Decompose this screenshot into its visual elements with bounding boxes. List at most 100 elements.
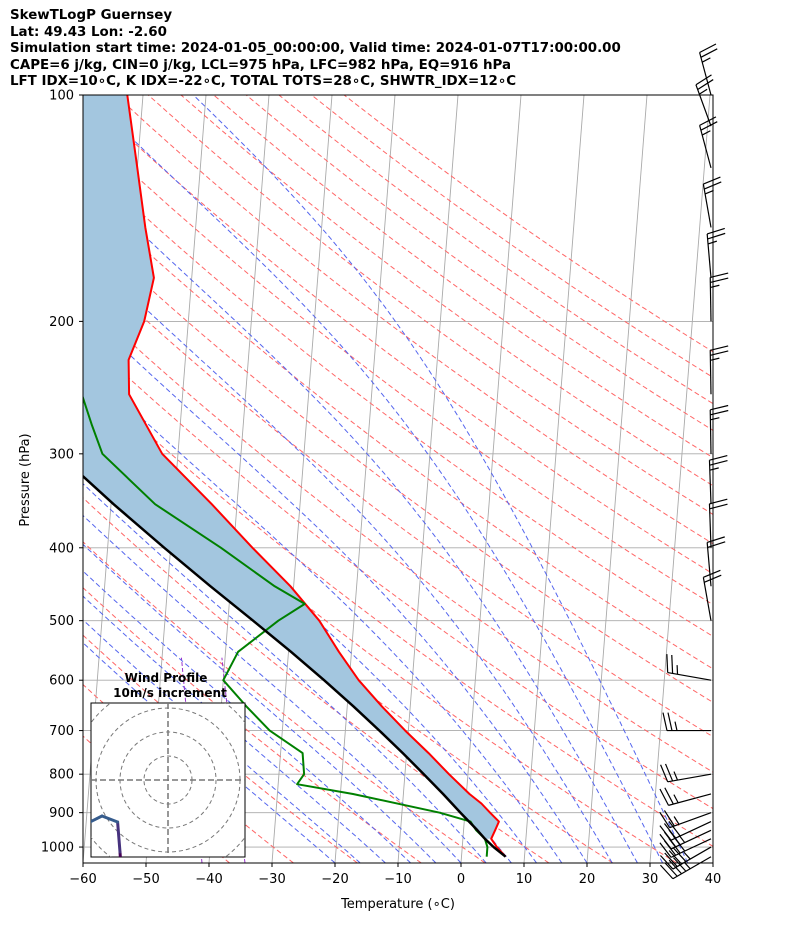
hodograph-trace — [108, 894, 144, 918]
moist-adiabat-line — [83, 447, 512, 863]
dry-adiabat-line — [278, 95, 713, 405]
wind-barb — [699, 43, 718, 96]
hodograph-trace — [100, 814, 120, 824]
wind-barb-staff — [667, 773, 712, 783]
y-tick-label: 100 — [49, 89, 74, 104]
wind-barb-flag — [700, 48, 718, 58]
isotherm-line — [271, 95, 333, 863]
dry-adiabat-line — [83, 125, 713, 606]
wind-barb-staff — [669, 812, 712, 829]
wind-barb — [659, 820, 712, 841]
wind-barb-half-flag — [710, 284, 720, 288]
isotherm-line — [586, 95, 648, 863]
dry-adiabat-line — [213, 95, 713, 459]
y-tick-label: 800 — [49, 768, 74, 783]
x-axis-label: Temperature (∘C) — [340, 897, 455, 912]
wind-barb-flag — [699, 116, 717, 126]
y-axis: 100 200 300 400 500 600 700 800 900 1000 — [41, 89, 83, 856]
wind-barb — [695, 74, 714, 127]
moist-adiabat-line — [83, 570, 411, 863]
isotherm-line — [712, 857, 713, 863]
wind-barb-staff — [706, 233, 712, 278]
wind-barb-flag — [667, 712, 673, 731]
wind-barb-flag — [709, 454, 728, 461]
y-tick-label: 900 — [49, 806, 74, 821]
hodograph-trace — [66, 828, 78, 840]
wind-barb-half-flag — [710, 417, 720, 421]
chart-title-line-4: CAPE=6 j/kg, CIN=0 j/kg, LCL=975 hPa, LF… — [10, 57, 512, 73]
series-group — [83, 95, 507, 858]
wind-barb-half-flag — [707, 240, 718, 245]
y-tick-label: 400 — [49, 541, 74, 556]
wind-barb-flag — [664, 862, 678, 877]
wind-barb-half-flag — [704, 189, 714, 195]
wind-barb-staff — [709, 409, 712, 454]
y-tick-label: 300 — [49, 447, 74, 462]
wind-barb-half-flag — [673, 771, 679, 781]
moist-adiabat-line — [83, 595, 386, 863]
moist-adiabat-line — [83, 176, 638, 863]
wind-barb-flag — [660, 764, 669, 783]
wind-barb-flag — [707, 232, 726, 240]
wind-barb-flag — [659, 864, 674, 880]
wind-barb-flag — [710, 350, 729, 356]
wind-barb-staff — [709, 277, 712, 322]
wind-barb-flag — [663, 823, 677, 839]
inset-title: Wind Profile — [125, 671, 208, 685]
wind-barb-flag — [695, 74, 712, 86]
hodograph-trace — [144, 912, 168, 918]
wind-barb — [659, 856, 712, 880]
wind-barb — [706, 536, 726, 587]
wind-barb-flag — [659, 842, 672, 858]
wind-barb-half-flag — [699, 88, 708, 95]
moist-adiabat-line — [83, 483, 487, 863]
cape-shading — [83, 95, 499, 839]
wind-barb-flag — [700, 121, 718, 131]
y-tick-label: 200 — [49, 315, 74, 330]
wind-barb-flag — [706, 227, 725, 235]
wind-barb-flag — [703, 181, 722, 190]
wind-barb-flag — [659, 788, 670, 806]
x-tick-label: −10 — [384, 872, 411, 887]
wind-barb-staff — [702, 577, 712, 621]
wind-barb — [659, 810, 712, 829]
wind-barb-flag — [710, 277, 729, 283]
wind-barb-flag — [710, 409, 729, 416]
wind-barb — [659, 787, 712, 806]
x-tick-label: −50 — [132, 872, 159, 887]
wind-barb-flag — [659, 855, 674, 870]
wind-barb-staff — [670, 821, 712, 841]
wind-barb-half-flag — [683, 851, 691, 860]
moist-adiabat-line — [83, 248, 613, 863]
parcel-path-line — [83, 474, 507, 858]
moist-adiabat-line — [86, 95, 664, 863]
hodograph-trace — [168, 900, 180, 912]
isotherm-line — [334, 95, 396, 863]
isotherm-line — [0, 95, 17, 863]
dry-adiabat-line — [83, 261, 713, 738]
background-lines — [0, 95, 713, 863]
wind-barb-flag — [664, 763, 674, 782]
wind-barb-flag — [710, 404, 729, 411]
wind-barb-half-flag — [673, 794, 679, 804]
wind-barb-flag — [659, 833, 672, 850]
wind-barb-flag — [709, 498, 728, 505]
x-tick-label: 20 — [579, 872, 596, 887]
wind-barb-staff — [668, 793, 712, 806]
wind-barb-flag — [659, 811, 671, 829]
wind-barb — [706, 227, 726, 278]
wind-barb-flag — [662, 712, 668, 731]
temperature-profile-line — [126, 95, 507, 858]
hodograph-trace — [122, 888, 126, 924]
wind-barb-flag — [668, 859, 682, 875]
wind-barb-flag — [672, 847, 687, 862]
wind-barb — [662, 712, 711, 732]
wind-barb-staff — [699, 125, 712, 169]
wind-barb-flag — [710, 345, 729, 351]
wind-barb-half-flag — [710, 357, 720, 361]
x-tick-label: 30 — [642, 872, 659, 887]
dry-adiabat-line — [180, 95, 713, 487]
wind-barb-flag — [668, 850, 682, 865]
dry-adiabat-line — [83, 191, 713, 670]
